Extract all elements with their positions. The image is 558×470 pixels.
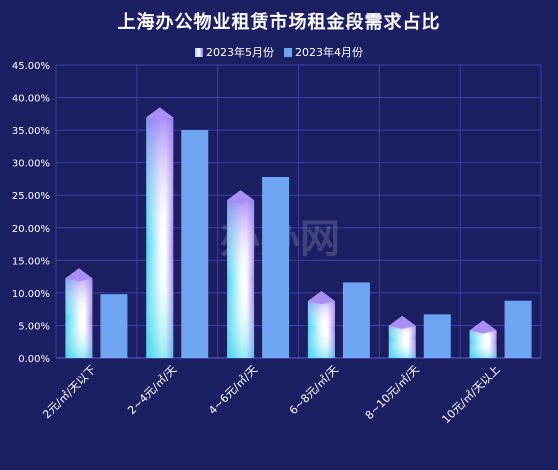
y-tick-label: 25.00%	[12, 191, 50, 202]
y-tick-label: 5.00%	[18, 321, 50, 332]
y-tick-label: 30.00%	[12, 159, 50, 170]
bar-apr	[342, 282, 370, 358]
legend-swatch-apr	[284, 47, 292, 57]
x-tick-label: 2~4元/㎡/天	[125, 363, 179, 417]
bar-may-shade	[65, 268, 93, 358]
bar-may-cap	[469, 320, 497, 334]
x-tick-label: 8~10元/㎡/天	[363, 363, 422, 422]
y-tick-label: 35.00%	[12, 126, 50, 137]
legend-swatch-may	[195, 47, 203, 57]
legend-item-apr[interactable]: 2023年4月份	[284, 44, 363, 60]
bar-may-shade	[307, 291, 335, 358]
legend: 2023年5月份 2023年4月份	[0, 44, 558, 60]
legend-label-may: 2023年5月份	[206, 46, 274, 59]
bar-apr	[262, 176, 290, 358]
x-tick-label: 2元/㎡/天以下	[40, 363, 98, 421]
chart-title: 上海办公物业租赁市场租金段需求占比	[117, 12, 441, 33]
y-tick-label: 20.00%	[12, 224, 50, 235]
y-tick-label: 15.00%	[12, 256, 50, 267]
x-tick-label: 4~6元/㎡/天	[206, 363, 260, 417]
bar-may-cap	[307, 291, 335, 305]
bar-apr	[181, 130, 209, 358]
y-tick-label: 10.00%	[12, 289, 50, 300]
bar-may-cap	[146, 107, 174, 121]
y-tick-label: 0.00%	[18, 354, 50, 365]
bar-may-cap	[227, 190, 255, 204]
bar-may-cap	[388, 315, 416, 329]
bar-apr	[423, 314, 451, 358]
bar-apr	[100, 294, 128, 358]
bar-may-shade	[146, 107, 174, 358]
bar-may-shade	[227, 190, 255, 358]
y-tick-label: 45.00%	[12, 61, 50, 72]
y-tick-label: 40.00%	[12, 94, 50, 105]
x-tick-label: 6~8元/㎡/天	[287, 363, 341, 417]
bar-may-cap	[65, 268, 93, 282]
bar-apr	[504, 300, 532, 358]
x-tick-label: 10元/㎡/天以上	[439, 363, 502, 426]
legend-label-apr: 2023年4月份	[295, 46, 363, 59]
legend-item-may[interactable]: 2023年5月份	[195, 44, 274, 60]
